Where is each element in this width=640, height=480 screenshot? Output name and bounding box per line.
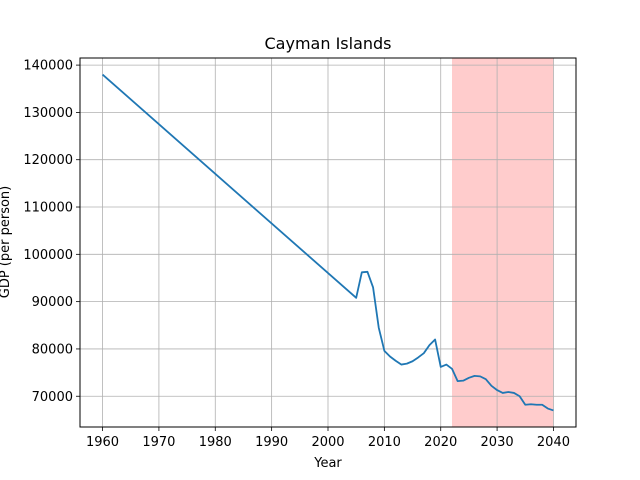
y-tick-label: 140000 [23,59,73,74]
x-tick-label: 1980 [199,435,232,450]
y-tick-label: 120000 [23,153,73,168]
y-axis-label: GDP (per person) [0,186,13,299]
y-tick-label: 90000 [32,295,73,310]
series-line [101,73,554,412]
x-tick-label: 1990 [255,435,288,450]
x-tick-label: 1960 [86,435,119,450]
y-tick-label: 70000 [32,390,73,405]
x-tick-label: 2030 [481,435,514,450]
grid [80,58,576,427]
x-tick-label: 2010 [368,435,401,450]
x-tick-label: 1970 [142,435,175,450]
x-tick-label: 2040 [537,435,570,450]
y-tick-label: 110000 [23,201,73,216]
plot-frame [79,57,577,428]
x-tick-label: 2000 [311,435,344,450]
x-axis-label: Year [313,456,342,471]
chart-title: Cayman Islands [265,34,392,53]
ticks: 1960 1970 1980 1990 2000 2010 2020 2030 2040 7000… [23,59,570,450]
y-tick-label: 100000 [23,248,73,263]
y-tick-label: 130000 [23,106,73,121]
y-tick-label: 80000 [32,342,73,357]
shaded-region [452,58,554,427]
x-tick-label: 2020 [424,435,457,450]
